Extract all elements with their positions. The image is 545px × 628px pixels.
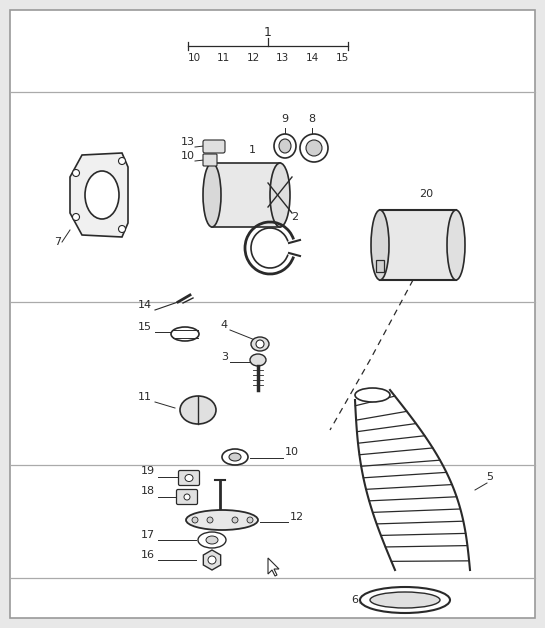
Text: 6: 6 <box>352 595 359 605</box>
Bar <box>212 163 280 227</box>
Text: 13: 13 <box>181 137 195 147</box>
Ellipse shape <box>371 210 389 280</box>
Text: 9: 9 <box>281 114 288 124</box>
Text: 19: 19 <box>141 466 155 476</box>
Polygon shape <box>70 153 128 237</box>
Text: 7: 7 <box>54 237 62 247</box>
Ellipse shape <box>229 453 241 461</box>
Circle shape <box>207 517 213 523</box>
Circle shape <box>118 225 125 232</box>
Ellipse shape <box>180 396 216 424</box>
Ellipse shape <box>355 388 390 402</box>
Text: 17: 17 <box>141 530 155 540</box>
Polygon shape <box>268 558 279 576</box>
FancyBboxPatch shape <box>203 154 217 166</box>
Ellipse shape <box>270 163 290 227</box>
Text: 18: 18 <box>141 486 155 496</box>
Text: 10: 10 <box>181 151 195 161</box>
Circle shape <box>232 517 238 523</box>
Circle shape <box>208 556 216 564</box>
Circle shape <box>72 170 80 176</box>
Circle shape <box>118 158 125 165</box>
FancyBboxPatch shape <box>179 470 199 485</box>
Ellipse shape <box>198 532 226 548</box>
Ellipse shape <box>171 327 199 341</box>
Text: 16: 16 <box>141 550 155 560</box>
Text: 14: 14 <box>306 53 319 63</box>
Text: 5: 5 <box>487 472 494 482</box>
Ellipse shape <box>222 449 248 465</box>
Ellipse shape <box>186 510 258 530</box>
Text: 20: 20 <box>419 189 433 199</box>
Text: 8: 8 <box>308 114 316 124</box>
Ellipse shape <box>360 587 450 613</box>
Ellipse shape <box>206 536 218 544</box>
Circle shape <box>72 214 80 220</box>
Bar <box>376 260 384 272</box>
Ellipse shape <box>85 171 119 219</box>
Ellipse shape <box>185 475 193 482</box>
Ellipse shape <box>306 140 322 156</box>
Ellipse shape <box>256 340 264 348</box>
Ellipse shape <box>300 134 328 162</box>
Ellipse shape <box>251 337 269 351</box>
Circle shape <box>247 517 253 523</box>
Text: 11: 11 <box>217 53 230 63</box>
Text: 1: 1 <box>264 26 272 38</box>
Text: 4: 4 <box>221 320 228 330</box>
Text: 11: 11 <box>138 392 152 402</box>
FancyBboxPatch shape <box>203 140 225 153</box>
Text: 10: 10 <box>187 53 201 63</box>
Ellipse shape <box>274 134 296 158</box>
Text: 2: 2 <box>292 212 299 222</box>
Ellipse shape <box>370 592 440 608</box>
Circle shape <box>192 517 198 523</box>
Text: 15: 15 <box>138 322 152 332</box>
Text: 1: 1 <box>249 145 256 155</box>
FancyBboxPatch shape <box>177 489 197 504</box>
Ellipse shape <box>279 139 291 153</box>
Ellipse shape <box>203 163 221 227</box>
Text: 10: 10 <box>285 447 299 457</box>
Text: 15: 15 <box>335 53 349 63</box>
Text: 12: 12 <box>246 53 260 63</box>
Ellipse shape <box>250 354 266 366</box>
Text: 13: 13 <box>276 53 289 63</box>
Bar <box>380 210 456 280</box>
Text: 12: 12 <box>290 512 304 522</box>
Ellipse shape <box>447 210 465 280</box>
Text: 3: 3 <box>221 352 228 362</box>
Ellipse shape <box>184 494 190 500</box>
Text: 14: 14 <box>138 300 152 310</box>
